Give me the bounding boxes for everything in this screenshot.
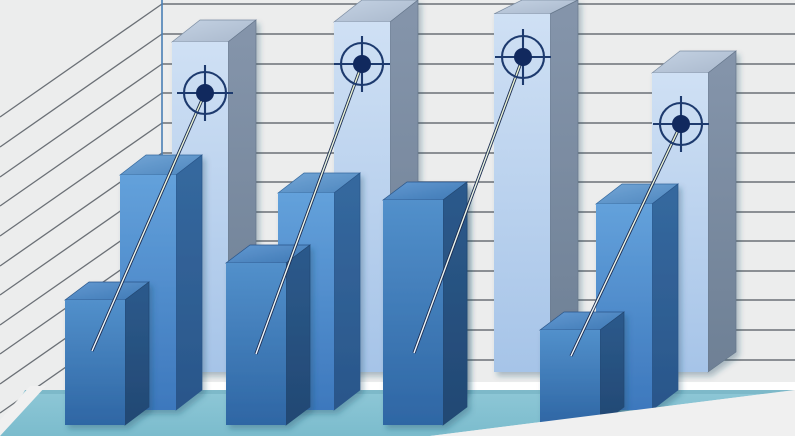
front-bar-4-face xyxy=(540,330,600,425)
target-crosshair-icon-4[interactable] xyxy=(653,96,709,152)
floor-corner-mask xyxy=(430,390,795,436)
mid-bar-4-side xyxy=(651,183,679,411)
pointer-line-3 xyxy=(412,56,525,354)
target-crosshair-icon-3[interactable] xyxy=(495,29,551,85)
front-bar-3-face xyxy=(383,200,443,425)
pointer-line-2 xyxy=(254,63,364,355)
front-bar-1-side xyxy=(124,281,150,426)
pointer-lines xyxy=(90,56,683,357)
front-bar-2-face xyxy=(226,263,286,425)
front-bar-4-side xyxy=(599,311,625,426)
front-bar-1-face xyxy=(65,300,125,425)
front-bar-4[interactable] xyxy=(538,311,626,426)
front-bar-3[interactable] xyxy=(381,181,469,426)
front-bar-2-side xyxy=(285,244,311,426)
target-markers xyxy=(177,29,709,152)
front-bar-2[interactable] xyxy=(224,244,312,426)
pointer-line-4 xyxy=(569,123,683,357)
pointer-line-1 xyxy=(90,92,207,352)
back-bar-4-side xyxy=(707,50,737,373)
mid-bar-2-side xyxy=(333,172,361,411)
front-bar-1[interactable] xyxy=(63,281,151,426)
front-row-bars xyxy=(63,181,626,426)
mid-bar-1-side xyxy=(175,154,203,411)
floor-left-mask xyxy=(0,386,46,436)
target-crosshair-icon-2[interactable] xyxy=(334,36,390,92)
target-crosshair-icon-1[interactable] xyxy=(177,65,233,121)
